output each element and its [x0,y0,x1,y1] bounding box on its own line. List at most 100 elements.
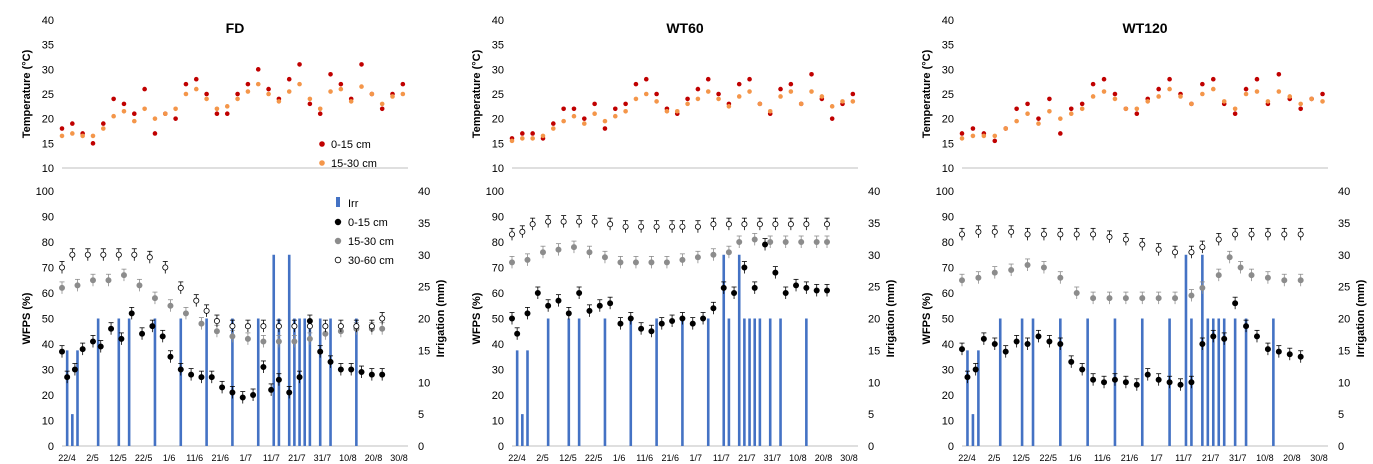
wfps-point-15-30 [1297,277,1304,284]
wfps-point-0-15 [545,302,552,309]
wfps-point-30-60 [1040,231,1047,238]
wfps-point-30-60 [1073,231,1080,238]
temp-15-30-point [840,99,845,104]
wfps-point-0-15 [1177,381,1184,388]
temp-0-15-point [778,86,783,92]
wfps-point-30-60 [1090,231,1097,238]
wfps-point-15-30 [1155,295,1162,302]
y2-tick-label: 10 [418,377,430,389]
wfps-point-0-15 [972,366,979,373]
wfps-point-15-30 [306,335,313,342]
wfps-point-30-60 [653,223,660,230]
wfps-point-0-15 [368,371,375,378]
temp-15-30-point [276,99,282,104]
temp-0-15-point [788,81,794,87]
wfps-point-0-15 [1090,376,1097,383]
irrigation-bar [805,318,808,446]
y2-tick-label: 15 [868,345,880,357]
y-tick-label: 10 [492,416,504,428]
irrigation-bar [293,318,296,446]
wfps-point-30-60 [177,284,184,291]
irrigation-bar [753,318,757,446]
irrigation-bar [998,318,1002,446]
wfps-point-30-60 [213,318,220,325]
legend-label: 0-15 cm [331,139,371,151]
wfps-point-0-15 [586,307,593,314]
temp-0-15-point [1254,76,1260,82]
x-tick-label: 1/7 [690,453,703,463]
wfps-point-30-60 [803,221,810,228]
y-tick-label: 80 [42,237,54,249]
temp-15-30-point [317,106,323,112]
temp-15-30-point [1210,86,1216,92]
y-tick-label: 15 [42,138,54,150]
temp-0-15-point [695,86,701,92]
temp-0-15-point [297,62,302,67]
temp-15-30-point [162,111,168,117]
wfps-point-30-60 [508,231,515,238]
wfps-point-0-15 [1002,348,1009,355]
x-tick-label: 30/8 [1310,453,1328,463]
y-tick-label: 10 [42,416,54,428]
wfps-point-30-60 [622,223,629,230]
y-tick-label: 40 [492,15,504,27]
temp-0-15-point [379,106,385,112]
temp-15-30-point [1090,94,1096,99]
temp-15-30-point [204,96,209,102]
wfps-point-0-15 [803,284,810,291]
temp-0-15-point [224,111,230,117]
wfps-point-15-30 [198,320,205,327]
temp-0-15-point [1134,111,1140,117]
temp-15-30-point [286,89,292,94]
y-tick-label: 90 [942,212,954,224]
temp-15-30-point [338,86,344,92]
temp-0-15-point [959,131,965,136]
irrigation-bar [521,414,524,446]
wfps-point-15-30 [1188,292,1195,299]
temp-0-15-point [101,121,106,126]
wfps-point-0-15 [89,338,96,345]
irrigation-bar [318,318,322,446]
x-tick-label: 20/8 [815,453,833,463]
wfps-point-0-15 [991,340,998,347]
y-tick-label: 20 [942,390,954,402]
wfps-point-0-15 [980,335,987,342]
wfps-point-30-60 [1297,231,1304,238]
wfps-point-30-60 [115,251,122,258]
wfps-point-0-15 [658,320,665,327]
irrigation-bar [515,350,519,446]
irrigation-bar [727,318,731,446]
wfps-point-0-15 [1221,335,1228,342]
temp-0-15-point [70,121,75,126]
wfps-point-0-15 [679,315,686,322]
irrigation-bar [76,350,79,446]
wfps-point-30-60 [146,254,153,261]
y2-tick-label: 40 [1338,186,1350,198]
y-tick-label: 40 [942,339,954,351]
y-tick-label: 30 [492,365,504,377]
temp-15-30-point [716,96,721,102]
wfps-point-0-15 [959,346,966,353]
temp-15-30-point [101,126,106,131]
wfps-point-0-15 [627,315,634,322]
wfps-point-0-15 [617,320,624,327]
temp-15-30-point [1276,89,1282,94]
wfps-point-0-15 [508,315,515,322]
wfps-point-0-15 [108,325,115,332]
wfps-point-0-15 [229,389,236,396]
wfps-point-30-60 [591,218,598,225]
temp-15-30-point [778,94,783,99]
wfps-point-0-15 [1068,358,1075,365]
irrigation-bar [977,350,980,446]
temp-15-30-point [571,113,577,119]
irrigation-bar [153,318,157,446]
temp-0-15-point [131,111,137,117]
y2-tick-label: 0 [418,441,424,453]
wfps-point-30-60 [322,323,329,330]
wfps-point-15-30 [694,254,701,261]
x-tick-label: 20/8 [1283,453,1301,463]
y2-tick-label: 35 [1338,218,1350,230]
wfps-point-15-30 [229,333,236,340]
irrigation-bar [231,318,234,446]
wfps-point-0-15 [260,363,267,370]
